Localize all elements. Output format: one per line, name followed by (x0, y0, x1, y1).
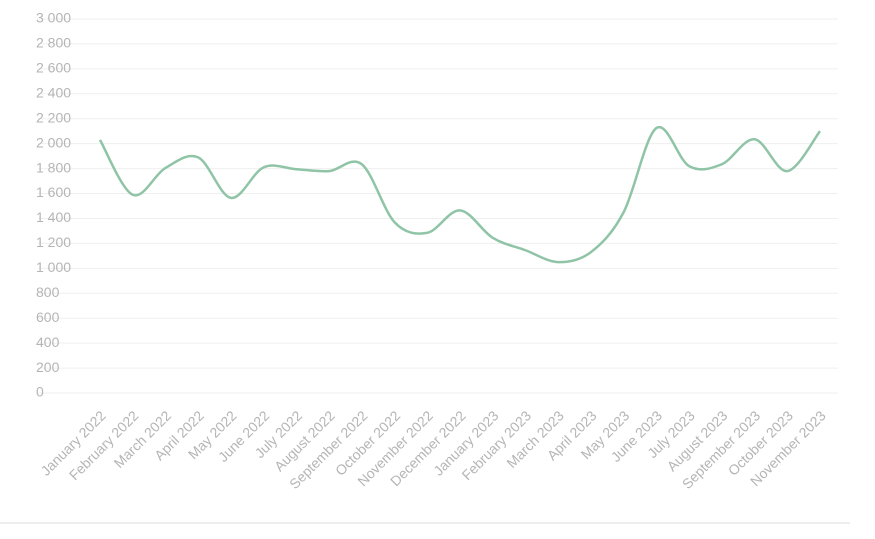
y-tick-label: 2 000 (36, 134, 71, 150)
y-tick-label: 2 600 (36, 60, 71, 76)
y-tick-label: 1 600 (36, 184, 71, 200)
line (98, 125, 822, 264)
y-tick-label: 200 (36, 359, 60, 375)
y-tick-label: 1 800 (36, 159, 71, 175)
y-tick-label: 2 200 (36, 109, 71, 125)
y-tick-label: 800 (36, 284, 60, 300)
y-tick-label: 600 (36, 309, 60, 325)
y-tick-label: 1 400 (36, 209, 71, 225)
y-tick-label: 0 (36, 384, 44, 400)
y-tick-label: 400 (36, 334, 60, 350)
y-tick-label: 2 400 (36, 85, 71, 101)
y-tick-label: 1 000 (36, 259, 71, 275)
y-tick-label: 2 800 (36, 35, 71, 51)
y-tick-label: 3 000 (36, 10, 71, 26)
y-tick-label: 1 200 (36, 234, 71, 250)
